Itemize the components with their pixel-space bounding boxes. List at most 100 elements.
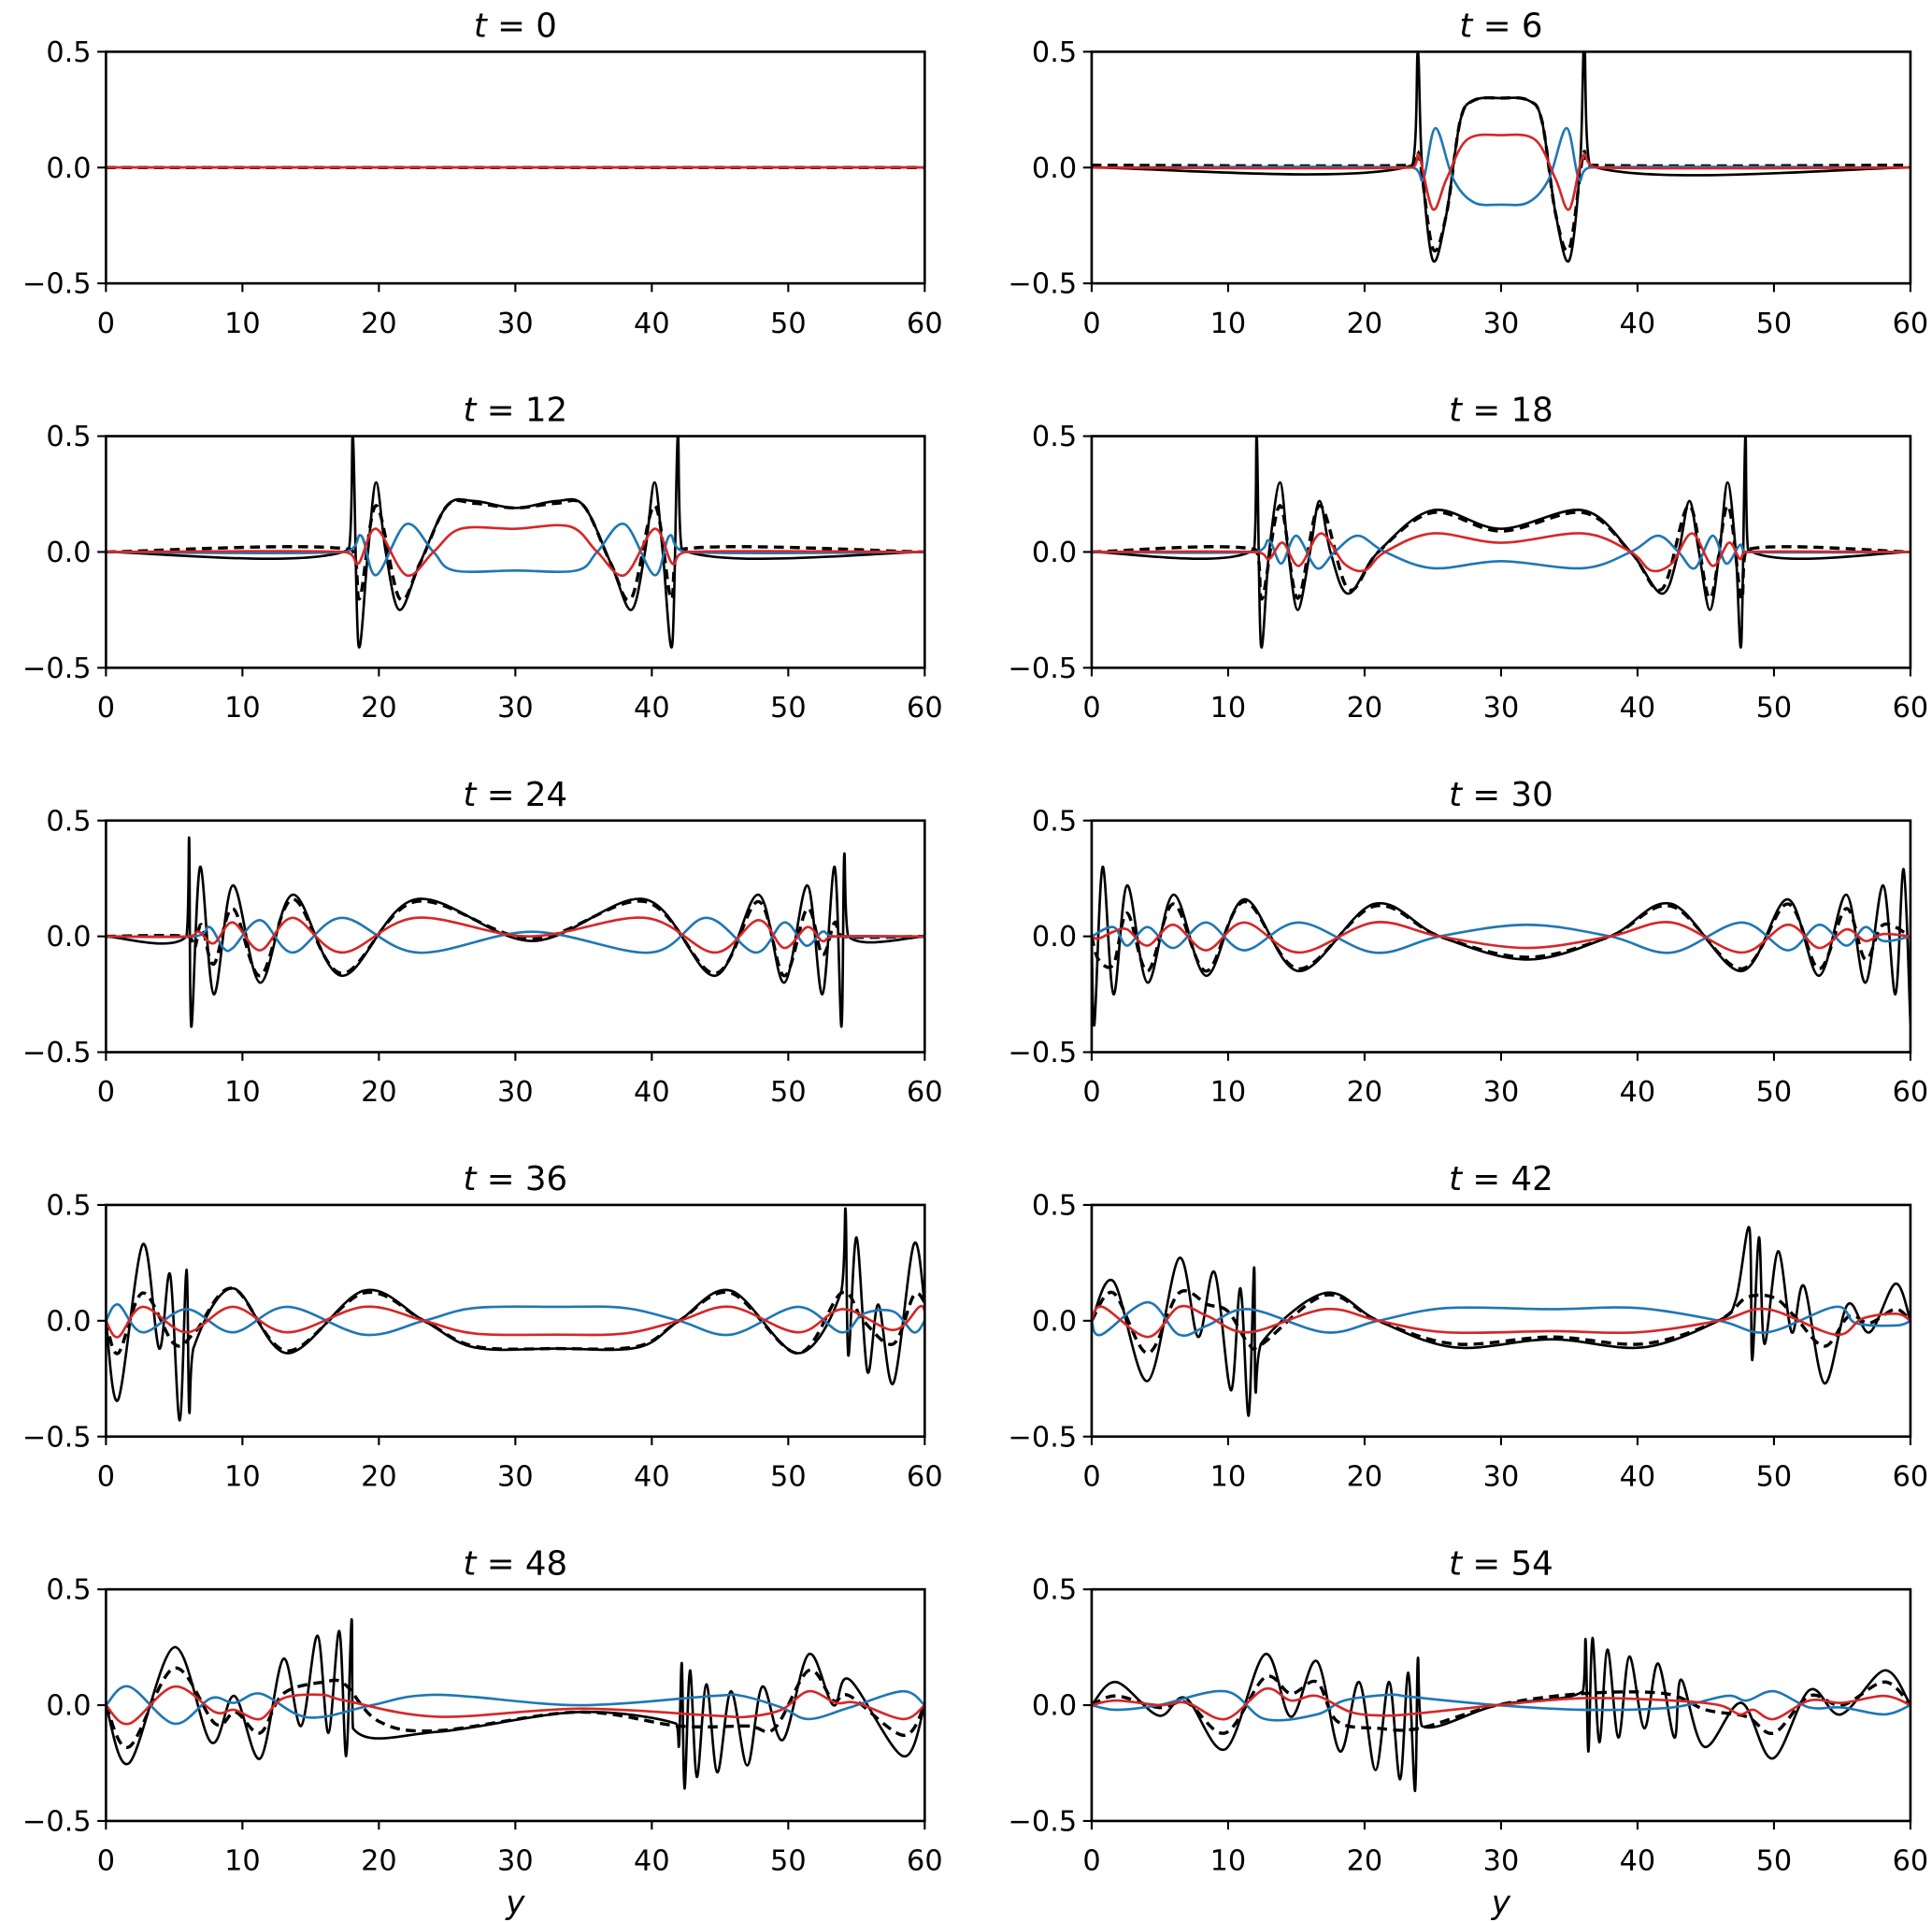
x-tick-label: 20 — [361, 1845, 397, 1878]
y-tick-label: 0.5 — [46, 36, 91, 69]
series-blue-line — [1091, 1300, 1911, 1337]
y-tick-label: 0.5 — [46, 1574, 91, 1607]
panel-title: t = 12 — [464, 392, 568, 430]
y-tick-label: 0.0 — [1032, 537, 1077, 569]
curves — [1091, 51, 1911, 264]
x-tick-label: 50 — [1756, 1845, 1793, 1878]
panel-t-42: t = 42 0 10 20 30 40 50 60 −0.5 0.0 0.5 — [1009, 1160, 1929, 1493]
x-tick-label: 50 — [770, 308, 807, 340]
curves — [1091, 865, 1911, 1027]
panel-title: t = 48 — [464, 1544, 568, 1583]
y-tick-label: 0.5 — [1032, 36, 1077, 69]
title-equals: = — [1462, 1544, 1510, 1583]
x-tick-label: 0 — [97, 1845, 115, 1878]
title-variable: t — [1459, 7, 1474, 46]
title-time-value: 24 — [525, 776, 567, 814]
y-tick-label: 0.5 — [46, 421, 91, 453]
x-tick-label: 10 — [1210, 1076, 1247, 1109]
x-tick-label: 30 — [497, 1460, 534, 1493]
x-tick-label: 30 — [1483, 1845, 1520, 1878]
x-tick-label: 10 — [1210, 1845, 1247, 1878]
x-tick-label: 20 — [361, 308, 397, 340]
panel-title: t = 24 — [464, 776, 568, 814]
title-variable: t — [464, 1160, 479, 1198]
title-time-value: 36 — [525, 1160, 567, 1198]
x-tick-label: 10 — [1210, 1460, 1247, 1493]
x-tick-label: 20 — [361, 1076, 397, 1109]
axes-frame — [1090, 819, 1912, 1054]
title-variable: t — [1449, 1544, 1464, 1583]
y-tick-label: −0.5 — [22, 268, 92, 301]
series-dashed-line — [1091, 899, 1911, 973]
panel-t-24: t = 24 0 10 20 30 40 50 60 −0.5 0.0 0.5 — [22, 776, 943, 1109]
x-tick-label: 50 — [770, 692, 807, 724]
y-tick-label: 0.5 — [1032, 1190, 1077, 1223]
x-tick-label: 50 — [1756, 308, 1793, 340]
series-solid-line — [1091, 51, 1911, 264]
panel-title: t = 18 — [1449, 392, 1553, 430]
title-equals: = — [476, 776, 524, 814]
series-dashed-line — [1091, 1674, 1911, 1735]
x-tick-label: 50 — [770, 1460, 807, 1493]
x-tick-label: 20 — [1347, 308, 1383, 340]
panel-t-0: t = 00 10 20 30 40 50 60−0.50.00.5 — [22, 7, 943, 340]
y-tick-label: 0.5 — [46, 1190, 91, 1223]
series-red-line — [1091, 1304, 1911, 1339]
x-tick-label: 0 — [1082, 1845, 1100, 1878]
title-variable: t — [1449, 392, 1464, 430]
x-tick-label: 30 — [1483, 1460, 1520, 1493]
x-tick-label: 10 — [224, 1460, 261, 1493]
series-blue-line — [106, 1685, 925, 1726]
x-tick-label: 30 — [1483, 1076, 1520, 1109]
x-tick-label: 20 — [1347, 692, 1383, 724]
series-solid-line — [1091, 436, 1911, 649]
title-equals: = — [1462, 1160, 1510, 1198]
x-tick-label: 30 — [1483, 308, 1520, 340]
x-tick-label: 40 — [1620, 692, 1656, 724]
series-solid-line — [106, 436, 925, 649]
series-blue-line — [106, 523, 925, 577]
x-tick-label: 10 — [224, 1076, 261, 1109]
x-tick-label: 10 — [224, 1845, 261, 1878]
x-tick-label: 0 — [1082, 308, 1100, 340]
series-blue-line — [1091, 534, 1911, 570]
x-axis-label: y — [1491, 1885, 1511, 1922]
x-tick-label: 50 — [1756, 1076, 1793, 1109]
x-tick-label: 60 — [1893, 692, 1929, 724]
y-tick-label: 0.0 — [46, 1305, 91, 1338]
x-tick-label: 30 — [497, 692, 534, 724]
series-dashed-line — [1091, 1289, 1911, 1355]
x-tick-label: 60 — [907, 1076, 943, 1109]
panel-t-12: t = 12 0 10 20 30 40 50 60 −0.5 0.0 0.5 — [22, 392, 943, 724]
series-dashed-line — [106, 1286, 925, 1355]
x-tick-label: 20 — [1347, 1460, 1383, 1493]
x-tick-label: 0 — [1082, 1460, 1100, 1493]
x-tick-label: 40 — [634, 1076, 670, 1109]
x-tick-label: 40 — [1620, 308, 1656, 340]
title-time-value: 6 — [1522, 7, 1543, 46]
title-time-value: 0 — [536, 7, 557, 46]
x-tick-label: 10 — [224, 308, 261, 340]
series-blue-line — [1091, 126, 1911, 207]
series-red-line — [106, 1685, 925, 1726]
panel-t-6: t = 60 10 20 30 40 50 60−0.50.00.5 — [1009, 7, 1929, 340]
y-tick-label: −0.5 — [22, 1421, 92, 1454]
x-tick-label: 0 — [97, 692, 115, 724]
x-tick-label: 50 — [770, 1845, 807, 1878]
x-tick-label: 0 — [97, 1460, 115, 1493]
x-tick-label: 0 — [97, 1076, 115, 1109]
x-tick-label: 10 — [224, 692, 261, 724]
axes-frame — [105, 1203, 926, 1439]
y-tick-label: 0.0 — [1032, 921, 1077, 954]
title-variable: t — [1449, 1160, 1464, 1198]
title-time-value: 12 — [525, 392, 567, 430]
x-tick-label: 40 — [634, 1845, 670, 1878]
curves — [106, 836, 925, 1028]
series-solid-line — [1091, 1226, 1911, 1417]
x-tick-label: 60 — [907, 1460, 943, 1493]
series-solid-line — [106, 1207, 925, 1422]
series-dashed-line — [1091, 95, 1911, 252]
title-equals: = — [476, 1544, 524, 1583]
panel-title: t = 42 — [1449, 1160, 1553, 1198]
y-tick-label: 0.5 — [1032, 1574, 1077, 1607]
